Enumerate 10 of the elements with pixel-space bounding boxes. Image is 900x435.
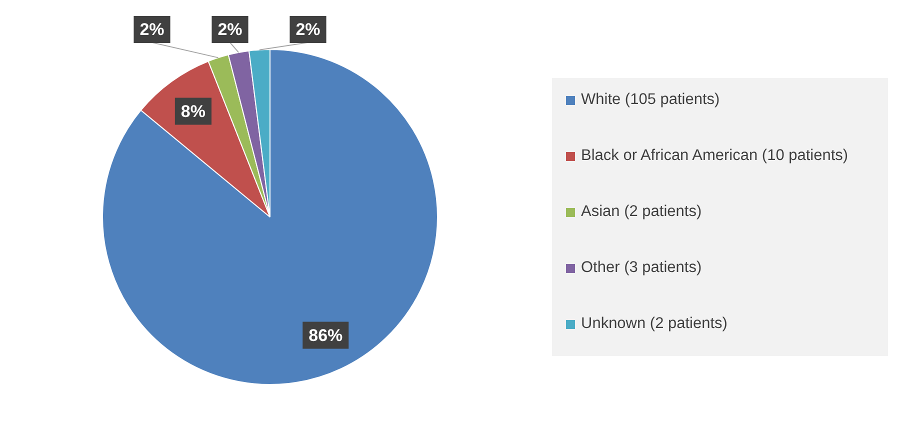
legend-label: Asian (2 patients) (581, 203, 702, 221)
legend-label: White (105 patients) (581, 91, 720, 109)
legend-label: Unknown (2 patients) (581, 315, 728, 333)
legend-label: Black or African American (10 patients) (581, 147, 848, 165)
data-label: 86% (308, 326, 343, 345)
data-label: 8% (180, 102, 206, 121)
data-label: 2% (218, 20, 242, 40)
data-label: 2% (296, 20, 320, 40)
legend-label: Other (3 patients) (581, 259, 702, 277)
data-label: 2% (140, 20, 164, 40)
